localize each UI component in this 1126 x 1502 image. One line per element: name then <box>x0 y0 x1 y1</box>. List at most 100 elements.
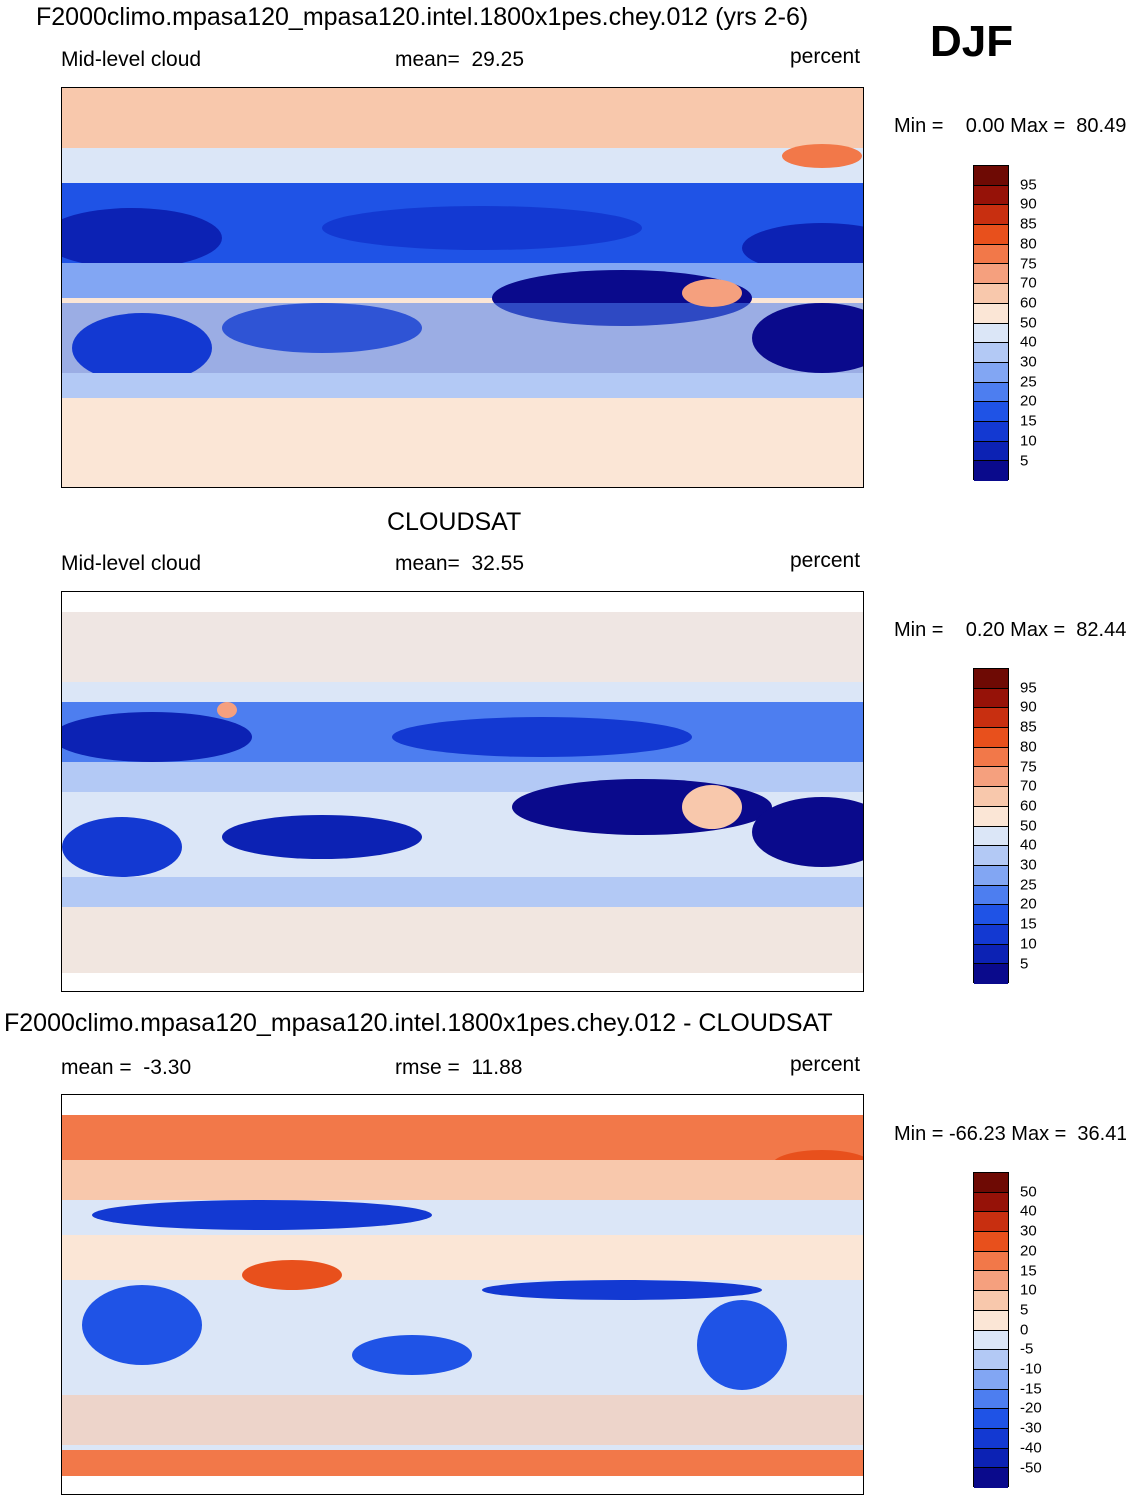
colorbar-tick-label: 70 <box>1020 777 1037 795</box>
season-label: DJF <box>930 17 1014 66</box>
colorbar-swatch <box>974 205 1008 226</box>
colorbar-swatch <box>974 964 1008 984</box>
colorbar-swatch <box>974 865 1008 886</box>
colorbar-tick-label: 40 <box>1020 333 1037 351</box>
panel-2-title: CLOUDSAT <box>387 508 522 536</box>
colorbar-swatch <box>974 1271 1008 1292</box>
colorbar-swatch <box>974 284 1008 304</box>
colorbar-tick-label: -5 <box>1020 1340 1034 1358</box>
map-panel-difference <box>61 1094 864 1495</box>
colorbar-tick-label: 85 <box>1020 215 1037 233</box>
colorbar-tick-label: 50 <box>1020 817 1037 835</box>
colorbar-tick-label: 20 <box>1020 1242 1037 1260</box>
colorbar-tick-label: 10 <box>1020 432 1037 450</box>
colorbar-swatch <box>974 1212 1008 1233</box>
colorbar-swatch <box>974 905 1008 925</box>
colorbar-swatch <box>974 1251 1008 1272</box>
colorbar-tick-label: -20 <box>1020 1399 1042 1417</box>
colorbar-swatch <box>974 1232 1008 1252</box>
colorbar-swatch <box>974 1409 1008 1429</box>
colorbar-swatch <box>974 767 1008 788</box>
panel-3-title: F2000climo.mpasa120_mpasa120.intel.1800x… <box>4 1009 833 1037</box>
colorbar-tick-label: 95 <box>1020 176 1037 194</box>
colorbar-swatch <box>974 688 1008 709</box>
colorbar-difference <box>973 1172 1009 1488</box>
colorbar-tick-label: 60 <box>1020 294 1037 312</box>
colorbar-swatch <box>974 382 1008 403</box>
panel-2-mean-label: mean= 32.55 <box>395 552 525 575</box>
colorbar-swatch <box>974 806 1008 827</box>
colorbar-swatch <box>974 343 1008 363</box>
map-model-field <box>62 88 863 487</box>
colorbar-swatch <box>974 747 1008 768</box>
colorbar-tick-label: 90 <box>1020 195 1037 213</box>
colorbar-tick-label: 10 <box>1020 1281 1037 1299</box>
colorbar-swatch <box>974 461 1008 481</box>
colorbar-swatch <box>974 1448 1008 1469</box>
colorbar-tick-label: 30 <box>1020 353 1037 371</box>
colorbar-swatch <box>974 924 1008 945</box>
map-panel-cloudsat <box>61 591 864 992</box>
colorbar-swatch <box>974 1389 1008 1410</box>
colorbar-tick-label: 25 <box>1020 876 1037 894</box>
panel-2-variable-label: Mid-level cloud <box>61 552 202 575</box>
panel-3-mean-label: mean = -3.30 <box>61 1056 192 1079</box>
colorbar-swatch <box>974 1192 1008 1213</box>
map-difference-field <box>62 1095 863 1494</box>
colorbar-swatch <box>974 1291 1008 1311</box>
panel-1-mean-label: mean= 29.25 <box>395 48 525 71</box>
colorbar-tick-label: 20 <box>1020 392 1037 410</box>
colorbar-tick-label: 10 <box>1020 935 1037 953</box>
colorbar-tick-label: 75 <box>1020 758 1037 775</box>
colorbar-tick-label: 30 <box>1020 856 1037 874</box>
panel-1-units-label: percent <box>790 45 861 68</box>
colorbar-swatch <box>974 244 1008 265</box>
colorbar-tick-label: -30 <box>1020 1419 1042 1437</box>
panel-3-minmax: Min = -66.23 Max = 36.41 <box>894 1123 1126 1145</box>
colorbar-swatch <box>974 303 1008 324</box>
colorbar-swatch <box>974 826 1008 847</box>
colorbar-swatch <box>974 846 1008 866</box>
colorbar-tick-label: 50 <box>1020 314 1037 332</box>
colorbar-tick-label: -40 <box>1020 1439 1042 1457</box>
colorbar-tick-label: 60 <box>1020 797 1037 815</box>
colorbar-swatch <box>974 1468 1008 1488</box>
colorbar-tick-label: 20 <box>1020 895 1037 913</box>
colorbar-tick-label: 80 <box>1020 738 1037 756</box>
colorbar-cloudsat <box>973 668 1009 984</box>
colorbar-swatch <box>974 362 1008 383</box>
colorbar-model <box>973 165 1009 481</box>
panel-2-minmax: Min = 0.20 Max = 82.44 <box>894 619 1126 641</box>
colorbar-tick-label: 50 <box>1020 1183 1037 1201</box>
panel-3-rmse-label: rmse = 11.88 <box>395 1056 523 1079</box>
panel-2-units-label: percent <box>790 549 861 572</box>
colorbar-swatch <box>974 728 1008 748</box>
colorbar-swatch <box>974 1310 1008 1331</box>
colorbar-tick-label: 15 <box>1020 1262 1037 1279</box>
colorbar-swatch <box>974 323 1008 344</box>
colorbar-swatch <box>974 1350 1008 1370</box>
colorbar-tick-label: 40 <box>1020 1202 1037 1220</box>
panel-1-title: F2000climo.mpasa120_mpasa120.intel.1800x… <box>36 3 809 31</box>
colorbar-tick-label: 85 <box>1020 718 1037 736</box>
colorbar-tick-label: 0 <box>1020 1321 1029 1339</box>
colorbar-tick-label: 40 <box>1020 836 1037 854</box>
colorbar-tick-label: 15 <box>1020 412 1037 430</box>
colorbar-tick-label: -50 <box>1020 1459 1042 1476</box>
colorbar-swatch <box>974 1330 1008 1351</box>
map-cloudsat-field <box>62 592 863 991</box>
colorbar-tick-label: 75 <box>1020 255 1037 272</box>
colorbar-swatch <box>974 166 1008 186</box>
colorbar-swatch <box>974 225 1008 245</box>
colorbar-swatch <box>974 944 1008 965</box>
colorbar-swatch <box>974 264 1008 285</box>
panel-3-units-label: percent <box>790 1053 861 1076</box>
panel-1-minmax: Min = 0.00 Max = 80.49 <box>894 115 1126 137</box>
colorbar-tick-label: 95 <box>1020 679 1037 697</box>
colorbar-tick-label: 25 <box>1020 373 1037 391</box>
colorbar-swatch <box>974 669 1008 689</box>
colorbar-tick-label: 5 <box>1020 452 1029 469</box>
colorbar-tick-label: -15 <box>1020 1380 1042 1398</box>
colorbar-swatch <box>974 402 1008 422</box>
colorbar-swatch <box>974 1173 1008 1193</box>
